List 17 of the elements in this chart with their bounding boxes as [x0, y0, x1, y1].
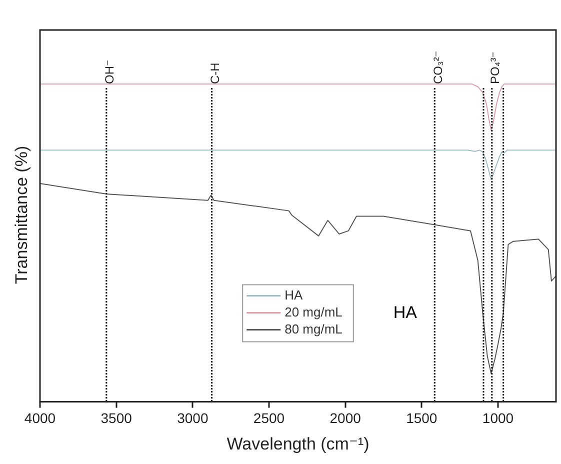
legend-label: HA	[284, 287, 303, 302]
x-tick-label: 1500	[406, 410, 438, 426]
x-tick-label: 3500	[100, 410, 132, 426]
ref-line-label: PO₄³⁻	[488, 51, 502, 84]
ref-line-label: C-H	[208, 62, 222, 84]
ref-line-label: OH⁻	[102, 60, 117, 84]
ref-line-label: CO₃²⁻	[430, 50, 445, 84]
x-tick-label: 1000	[482, 410, 514, 426]
legend-label: 20 mg/mL	[284, 304, 342, 320]
y-axis-title: Transmittance (%)	[12, 146, 32, 284]
annotation: HA	[393, 302, 418, 322]
x-tick-label: 3000	[177, 410, 208, 426]
x-axis-title: Wavelength (cm⁻¹)	[226, 434, 370, 454]
x-tick-label: 2500	[253, 410, 285, 426]
x-tick-label: 2000	[330, 410, 362, 426]
legend-label: 80 mg/mL	[284, 321, 342, 336]
x-tick-label: 4000	[24, 410, 56, 426]
